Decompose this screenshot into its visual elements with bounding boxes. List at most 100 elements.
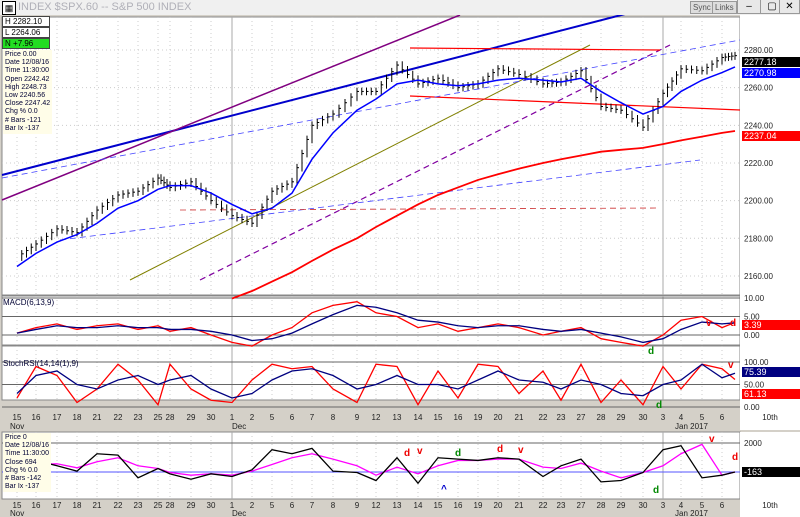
x-tick-label: 30: [639, 501, 648, 510]
x-tick-label: 2: [250, 501, 255, 510]
net-value: +7.96: [13, 39, 34, 48]
annotation-label: v: [709, 434, 715, 445]
quote-high: H 2282.10: [2, 16, 50, 27]
info-line: Open 2242.42: [5, 75, 50, 83]
ma-short-line: [16, 66, 736, 268]
x-tick-label: 30: [207, 501, 216, 510]
x-tick-label: 15: [13, 501, 22, 510]
x-tick-label: 7: [310, 413, 315, 422]
x-tick-label: 8: [331, 413, 336, 422]
y-tick-label: 2280.00: [744, 46, 773, 55]
x-tick-label: 23: [557, 413, 566, 422]
links-button[interactable]: Links: [712, 1, 737, 14]
info-line: Bar Ix -137: [5, 124, 40, 132]
x-tick-label: 12: [372, 413, 381, 422]
info-line: High 2248.73: [5, 83, 47, 91]
macd-line: [16, 301, 736, 347]
x-tick-label: 15: [13, 413, 22, 422]
ma-long-line: [231, 130, 736, 300]
x-tick-label: 27: [577, 501, 586, 510]
panel-1: [1, 295, 741, 346]
stoch-k-tag: 75.39: [742, 367, 800, 377]
annotation-label: d: [656, 400, 662, 411]
quote-low: L 2264.06: [2, 27, 50, 38]
annotation-label: d: [653, 485, 659, 496]
month-label: Nov: [10, 509, 24, 517]
x-tick-label: 29: [617, 501, 626, 510]
price-info-box: Price 0.00 Date 12/08/16 Time 11:30:00 Open…: [3, 50, 53, 135]
month-label: Nov: [10, 422, 24, 431]
x-tick-label: 15: [434, 413, 443, 422]
macd-signal-line: [16, 304, 736, 344]
x-tick-label: 13: [393, 413, 402, 422]
x-tick-label: 19: [474, 413, 483, 422]
last-price-tag: 2277.18: [742, 57, 800, 67]
x-tick-label: 29: [187, 413, 196, 422]
info-line: Close 694: [5, 458, 37, 466]
trendline: [1, 15, 626, 176]
annotation-label: d: [732, 452, 738, 463]
annotation-label: d: [648, 346, 654, 357]
x-tick-label: 22: [114, 413, 123, 422]
x-tick-label: 2: [250, 413, 255, 422]
x-tick-label: 14: [414, 413, 423, 422]
x-tick-label: 21: [93, 501, 102, 510]
minimize-button[interactable]: –: [737, 0, 761, 14]
x-tick-label: 20: [494, 501, 503, 510]
annotation-label: v: [706, 318, 712, 329]
x-tick-label: 8: [331, 501, 336, 510]
x-tick-label: 21: [93, 413, 102, 422]
annotation-label: d: [455, 448, 461, 459]
x-tick-label: 9: [355, 413, 360, 422]
x-tick-label: 30: [639, 413, 648, 422]
sync-button[interactable]: Sync: [690, 1, 714, 14]
annotation-label: ^: [441, 484, 447, 495]
app-icon: ▦: [2, 1, 16, 15]
x-tick-label: 6: [720, 501, 725, 510]
info-line: Time 11:30:00: [5, 450, 49, 458]
x-tick-label: 16: [454, 413, 463, 422]
annotation-label: v: [518, 445, 524, 456]
x-tick-label: 13: [393, 501, 402, 510]
info-line: Price 0.00: [5, 51, 37, 58]
x-tick-label: 4: [679, 501, 684, 510]
x-tick-label: 20: [494, 413, 503, 422]
x-tick-label: 5: [270, 501, 275, 510]
x-tick-label: 10th: [762, 501, 778, 510]
close-button[interactable]: ✕: [779, 0, 800, 14]
annotation-label: d: [404, 448, 410, 459]
info-line: Date 12/08/16: [5, 59, 49, 67]
x-tick-label: 7: [310, 501, 315, 510]
month-label: Dec: [232, 422, 246, 431]
x-tick-label: 29: [187, 501, 196, 510]
x-tick-label: 5: [270, 413, 275, 422]
y-tick-label: 100.00: [744, 358, 769, 367]
info-line: Chg % 0.0: [5, 466, 38, 474]
annotation-label: v: [417, 446, 423, 457]
panel-3: [1, 431, 741, 500]
x-tick-label: 28: [597, 501, 606, 510]
x-tick-label: 6: [290, 501, 295, 510]
x-tick-label: 16: [32, 413, 41, 422]
x-tick-label: 23: [134, 501, 143, 510]
y-tick-label: 2220.00: [744, 159, 773, 168]
trendline: [1, 39, 741, 179]
low-label: L: [5, 28, 10, 37]
x-tick-label: 5: [700, 501, 705, 510]
net-label: N: [5, 39, 11, 48]
x-tick-label: 19: [474, 501, 483, 510]
info-line: Close 2247.42: [5, 100, 51, 108]
x-tick-label: 14: [414, 501, 423, 510]
x-tick-label: 17: [53, 413, 62, 422]
info-line: Chg % 0.0: [5, 108, 38, 116]
y-tick-label: 2240.00: [744, 121, 773, 130]
annotation-label: d: [497, 444, 503, 455]
annotation-label: d: [730, 318, 736, 329]
x-tick-label: 1: [230, 413, 235, 422]
x-tick-label: 1: [230, 501, 235, 510]
info-line: Low 2240.56: [5, 92, 46, 100]
low-value: 2264.06: [11, 28, 41, 37]
x-tick-label: 27: [577, 413, 586, 422]
y-tick-label: 2160.00: [744, 272, 773, 281]
month-label: Dec: [232, 509, 246, 517]
